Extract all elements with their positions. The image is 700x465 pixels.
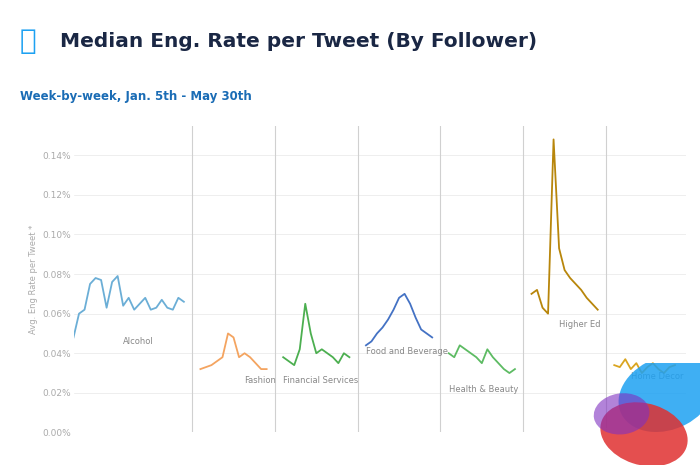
Text: Higher Ed: Higher Ed [559,319,601,329]
Y-axis label: Avg. Eng Rate per Tweet *: Avg. Eng Rate per Tweet * [29,224,38,334]
Text: Financial Services: Financial Services [284,376,358,385]
Text: Median Eng. Rate per Tweet (By Follower): Median Eng. Rate per Tweet (By Follower) [60,32,537,51]
Ellipse shape [619,355,700,432]
Text: Rival: Rival [584,426,613,436]
Text: Fashion: Fashion [244,376,276,385]
Text: Alcohol: Alcohol [123,338,154,346]
Text: 🐦: 🐦 [20,27,36,55]
Ellipse shape [601,402,687,465]
Text: Food and Beverage: Food and Beverage [366,347,448,356]
Text: Health & Beauty: Health & Beauty [449,385,518,394]
Text: Week-by-week, Jan. 5th - May 30th: Week-by-week, Jan. 5th - May 30th [20,90,251,103]
Text: IQ: IQ [592,440,605,451]
Ellipse shape [594,393,650,434]
Text: Home Decor: Home Decor [631,372,683,381]
